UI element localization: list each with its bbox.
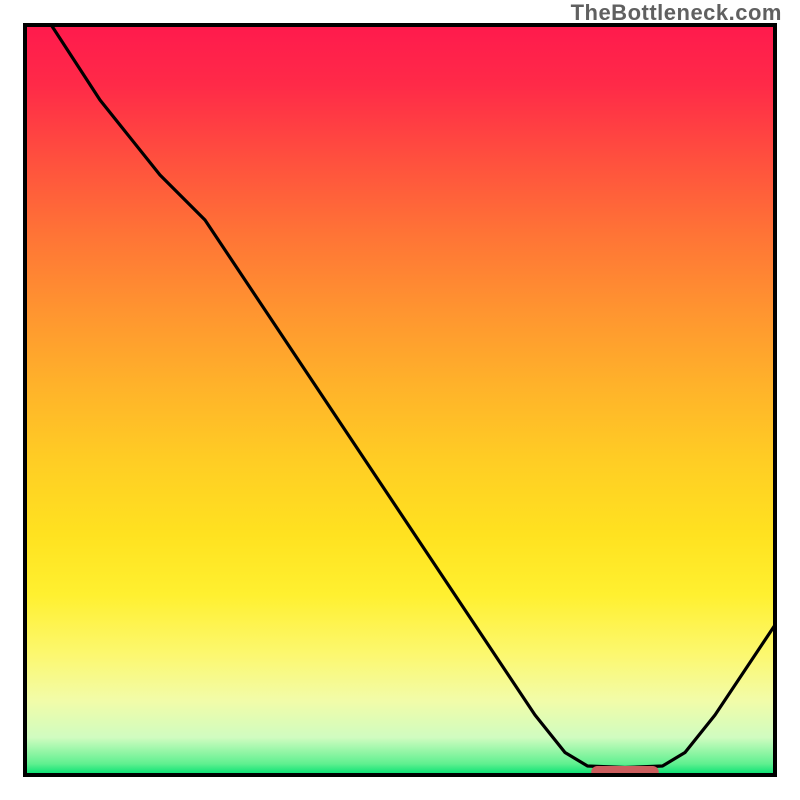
bottleneck-chart-container: TheBottleneck.com bbox=[0, 0, 800, 800]
plot-background bbox=[25, 25, 775, 775]
attribution-label: TheBottleneck.com bbox=[571, 0, 782, 26]
bottleneck-chart bbox=[0, 0, 800, 800]
